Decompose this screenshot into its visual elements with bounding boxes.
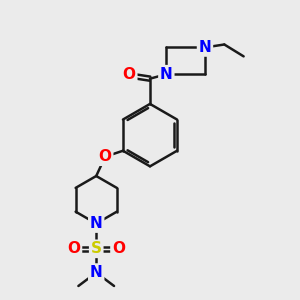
Text: O: O xyxy=(68,241,80,256)
Text: O: O xyxy=(99,149,112,164)
Text: O: O xyxy=(112,241,125,256)
Text: N: N xyxy=(199,40,212,55)
Text: S: S xyxy=(91,241,102,256)
Text: N: N xyxy=(90,265,103,280)
Text: O: O xyxy=(123,67,136,82)
Text: N: N xyxy=(90,216,103,231)
Text: N: N xyxy=(160,67,173,82)
